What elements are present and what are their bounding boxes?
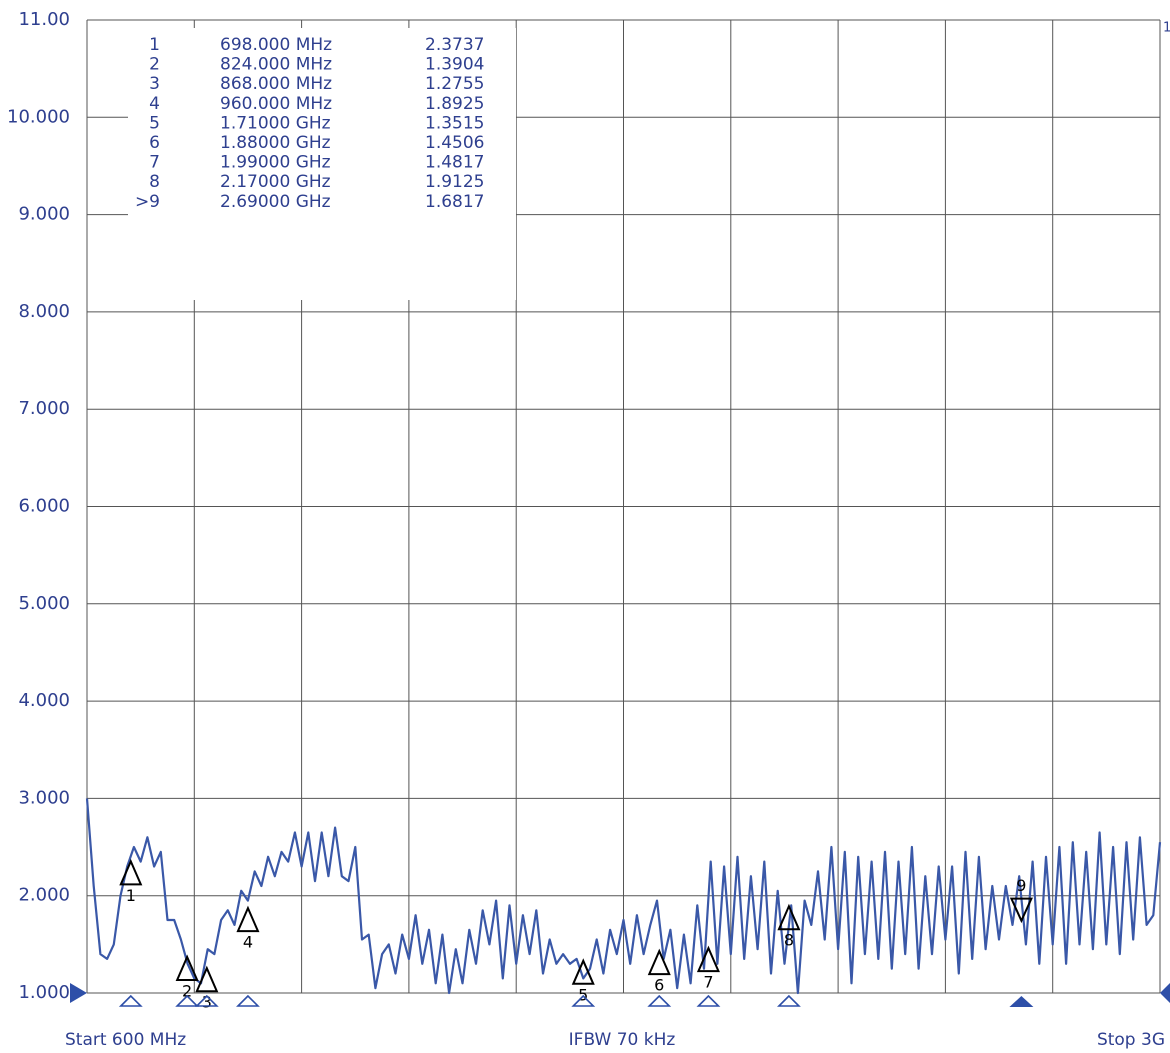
marker-triangle	[175, 954, 199, 982]
marker-frequency: 1.71000 GHz	[220, 113, 331, 133]
marker-indicator	[118, 994, 143, 1007]
marker-triangle	[119, 858, 143, 886]
y-tick-label: 4.000	[18, 690, 70, 711]
marker-triangle	[1009, 897, 1033, 924]
marker-value: 1.2755	[425, 74, 484, 94]
y-tick-label: 1.000	[18, 982, 70, 1003]
marker-indicator	[647, 994, 672, 1007]
y-tick-label: 5.000	[18, 593, 70, 614]
marker-triangle	[696, 945, 720, 973]
marker-indicator	[1009, 996, 1034, 1007]
marker-label: 4	[243, 933, 253, 952]
marker-label: 1	[126, 886, 136, 905]
marker-triangle	[571, 958, 595, 985]
marker-value: 1.9125	[425, 172, 484, 192]
stop-label: Stop 3G	[1097, 1030, 1165, 1050]
marker-value: 2.3737	[425, 35, 484, 55]
marker-number: 8	[149, 172, 160, 192]
marker-value: 1.4506	[425, 133, 484, 153]
marker-frequency: 1.99000 GHz	[220, 153, 331, 173]
center-label: IFBW 70 kHz	[569, 1030, 676, 1050]
y-tick-label: 6.000	[18, 496, 70, 517]
marker-label: 9	[1016, 876, 1026, 895]
marker-triangle	[195, 965, 219, 993]
marker-frequency: 2.17000 GHz	[220, 172, 331, 192]
plot	[85, 798, 1162, 995]
reference-marker	[70, 983, 87, 1003]
marker-value: 1.3904	[425, 55, 484, 75]
marker-number: 5	[149, 113, 160, 133]
y-tick-label: 7.000	[18, 398, 70, 419]
marker-indicator	[175, 994, 200, 1007]
y-tick-label: 10.000	[7, 106, 70, 127]
marker-frequency: 698.000 MHz	[220, 35, 332, 55]
marker-value: 1.6817	[425, 192, 484, 212]
trace-label: 1	[1163, 21, 1170, 36]
marker-indicator	[236, 994, 260, 1007]
marker-frequency: 960.000 MHz	[220, 94, 332, 114]
marker-label: 2	[182, 982, 192, 1001]
marker-table-bg	[128, 28, 516, 300]
y-tick-label: 11.00	[18, 9, 70, 30]
marker-label: 7	[703, 973, 713, 992]
marker-indicator	[194, 994, 219, 1007]
y-tick-label: 9.000	[18, 204, 70, 225]
marker-number: >9	[135, 192, 160, 212]
y-tick-label: 3.000	[18, 787, 70, 808]
marker-label: 8	[784, 931, 794, 950]
marker-label: 3	[202, 993, 212, 1012]
y-tick-label: 2.000	[18, 885, 70, 906]
marker-frequency: 2.69000 GHz	[220, 192, 331, 212]
y-tick-label: 8.000	[18, 301, 70, 322]
marker-triangle	[236, 905, 260, 933]
marker-label: 5	[578, 985, 588, 1004]
marker-frequency: 824.000 MHz	[220, 55, 332, 75]
trace	[85, 798, 1162, 995]
start-label: Start 600 MHz	[65, 1030, 186, 1050]
marker-indicator	[776, 994, 801, 1007]
marker-frequency: 1.88000 GHz	[220, 133, 331, 153]
reference-marker	[1160, 983, 1170, 1003]
marker-number: 6	[149, 133, 160, 153]
marker-number: 7	[149, 153, 160, 173]
marker-indicator	[696, 994, 721, 1007]
marker-value: 1.8925	[425, 94, 484, 114]
marker-number: 1	[149, 35, 160, 55]
marker-value: 1.4817	[425, 153, 484, 173]
marker-number: 4	[149, 94, 160, 114]
marker-number: 2	[149, 55, 160, 75]
marker-frequency: 868.000 MHz	[220, 74, 332, 94]
marker-label: 6	[654, 976, 664, 995]
marker-indicator	[571, 994, 596, 1007]
marker-number: 3	[149, 74, 160, 94]
marker-triangle	[647, 948, 671, 976]
marker-triangle	[777, 903, 801, 931]
marker-value: 1.3515	[425, 113, 484, 133]
